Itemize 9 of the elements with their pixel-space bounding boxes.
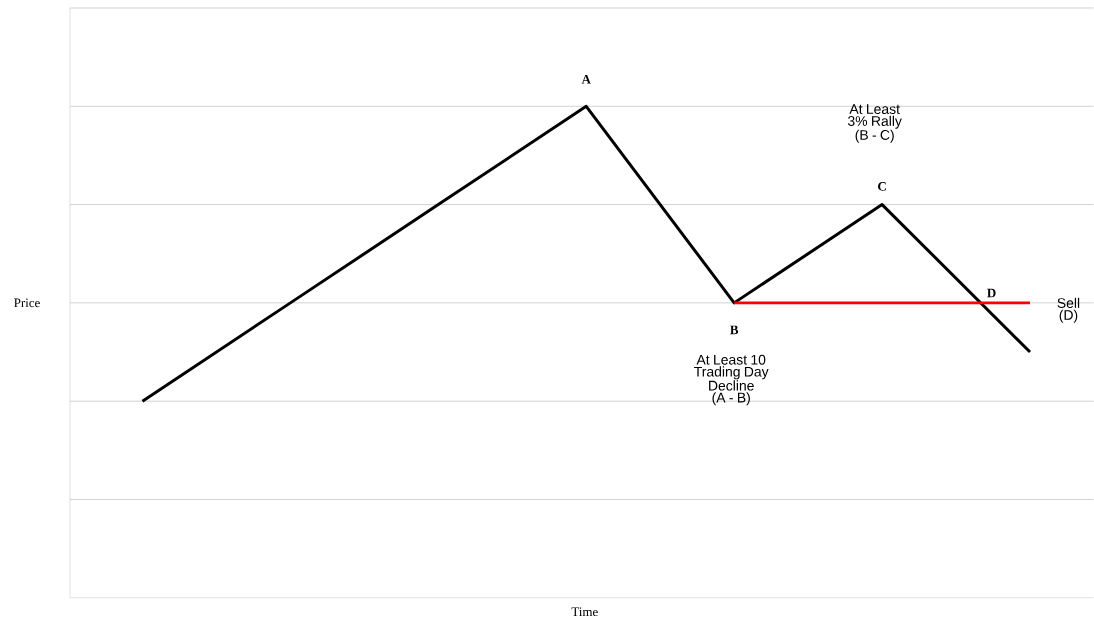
annotation: C [878, 182, 886, 191]
annotation: Sell (D) [1057, 297, 1080, 323]
y-axis-title: Price [14, 298, 40, 308]
annotation: At Least 3% Rally (B - C) [847, 104, 902, 143]
annotation: At Least 10 Trading Day Decline (A - B) [694, 354, 769, 406]
annotation: B [730, 325, 739, 335]
text: A [581, 75, 591, 84]
x-axis-title: Time [571, 607, 598, 617]
annotation: D [987, 288, 996, 298]
